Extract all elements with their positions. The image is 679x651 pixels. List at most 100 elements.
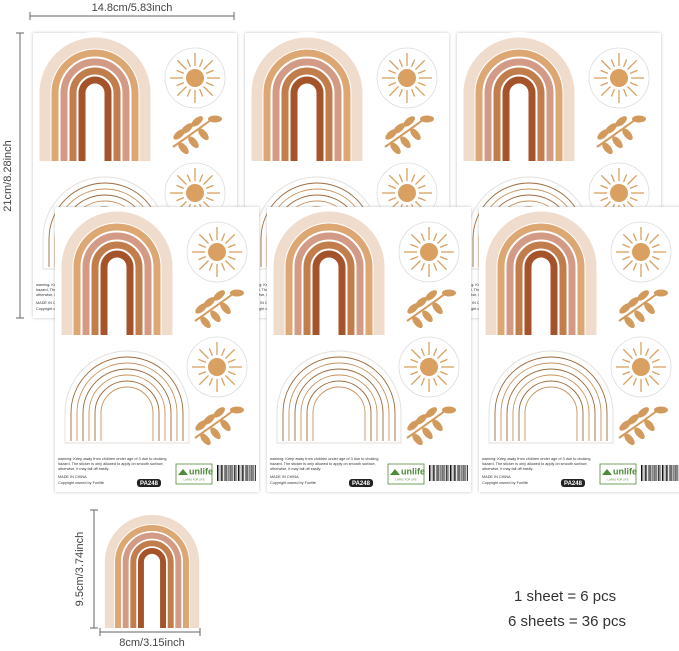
- leaf: [612, 136, 623, 149]
- rainbow-line: [512, 374, 590, 441]
- sun-ray: [644, 262, 650, 271]
- sun-ray: [622, 233, 633, 244]
- barcode-bar: [677, 465, 678, 481]
- leaf: [627, 297, 639, 308]
- sun-core: [420, 358, 438, 376]
- barcode-bar: [664, 465, 666, 481]
- copyright: Copyright owned by Funlife: [58, 481, 104, 485]
- rainbow-band: [39, 37, 151, 161]
- leaf: [632, 115, 646, 123]
- sun-ray: [203, 59, 214, 70]
- brand: unlife: [401, 466, 425, 476]
- sun-ray: [622, 255, 631, 261]
- sun-ray: [198, 255, 207, 261]
- rainbow-band: [475, 49, 563, 161]
- note: 1 sheet = 6 pcs: [514, 588, 616, 605]
- sun-ray: [227, 243, 236, 249]
- leaf: [637, 290, 649, 301]
- leaf: [627, 414, 639, 425]
- sun-ray: [203, 86, 214, 97]
- sun-core: [420, 243, 438, 261]
- leaf: [415, 297, 427, 308]
- sun-ray: [417, 196, 426, 202]
- sun-ray: [388, 196, 397, 202]
- sun-ray: [622, 174, 628, 183]
- leaf: [210, 427, 221, 440]
- sun-ray: [649, 375, 660, 386]
- barcode-bar: [228, 465, 229, 481]
- rainbow-line: [282, 356, 396, 441]
- made-in: MADE IN CHINA: [36, 301, 65, 305]
- barcode-bar: [441, 465, 443, 481]
- rainbow-band: [263, 49, 351, 161]
- sun-ray: [410, 375, 421, 386]
- leaf: [422, 310, 433, 323]
- barcode-bar: [646, 465, 648, 481]
- sun-ray: [186, 88, 192, 97]
- sun-ray: [629, 81, 638, 87]
- logo-box: [175, 463, 213, 485]
- sun-ray: [622, 243, 631, 249]
- sun-ray: [398, 174, 404, 183]
- sticker-outline: [246, 32, 368, 165]
- barcode-bar: [245, 465, 246, 481]
- rainbow-line: [500, 362, 602, 441]
- rainbow-band: [61, 211, 173, 335]
- barcode-bar: [464, 465, 465, 481]
- barcode-bar: [662, 465, 663, 481]
- sun-ray: [410, 370, 419, 376]
- barcode-bar: [454, 465, 456, 481]
- rainbow-band: [484, 58, 554, 161]
- barcode-bar: [445, 465, 447, 481]
- sun-ray: [649, 260, 660, 271]
- rainbow-line: [294, 368, 384, 441]
- sun-ray: [437, 375, 448, 386]
- sun-ray: [632, 233, 638, 242]
- sun-ray: [198, 88, 204, 97]
- leaf: [644, 419, 655, 432]
- rainbow-line: [506, 368, 596, 441]
- barcode-bar: [458, 465, 460, 481]
- code-badge: [137, 479, 161, 487]
- sun-ray: [227, 370, 236, 376]
- logo-box: [599, 463, 637, 485]
- sun-ray: [437, 260, 448, 271]
- barcode-bar: [641, 465, 642, 481]
- barcode-bar: [465, 465, 466, 481]
- sun-ray: [225, 348, 236, 359]
- sun-ray: [398, 88, 404, 97]
- sun-ray: [420, 233, 426, 242]
- sun-ray: [417, 69, 426, 75]
- sticker-outline: [480, 206, 602, 339]
- rainbow-band: [294, 232, 364, 335]
- rainbow-line: [100, 386, 154, 441]
- barcode-bar: [447, 465, 448, 481]
- sun-ray: [410, 243, 419, 249]
- sun-ray: [600, 69, 609, 75]
- warning-text: hazard. The sticker is only allowed to a…: [270, 462, 376, 466]
- barcode-bar: [448, 465, 450, 481]
- rainbow-line: [76, 362, 178, 441]
- barcode-bar: [242, 465, 244, 481]
- leaf: [602, 142, 613, 155]
- leaf: [410, 128, 421, 141]
- barcode-bar: [226, 465, 228, 481]
- sun-ray: [198, 358, 207, 364]
- barcode-bar: [430, 465, 431, 481]
- sun-ray: [388, 59, 399, 70]
- product-code: PA248: [140, 481, 159, 487]
- barcode-bar: [676, 465, 677, 481]
- rainbow-band: [493, 67, 545, 161]
- sun-ray: [410, 59, 416, 68]
- barcode-bar: [436, 465, 437, 481]
- sun-ray: [198, 243, 207, 249]
- leaf: [178, 142, 189, 155]
- sun-ray: [388, 174, 399, 185]
- sun-ray: [176, 184, 185, 190]
- barcode-bar: [669, 465, 670, 481]
- barcode-bar: [434, 465, 436, 481]
- leaf: [432, 302, 443, 315]
- sticker-sheet: warning: Keep away from children under a…: [479, 206, 679, 492]
- barcode-bar: [455, 465, 457, 481]
- barcode-bar: [451, 465, 452, 481]
